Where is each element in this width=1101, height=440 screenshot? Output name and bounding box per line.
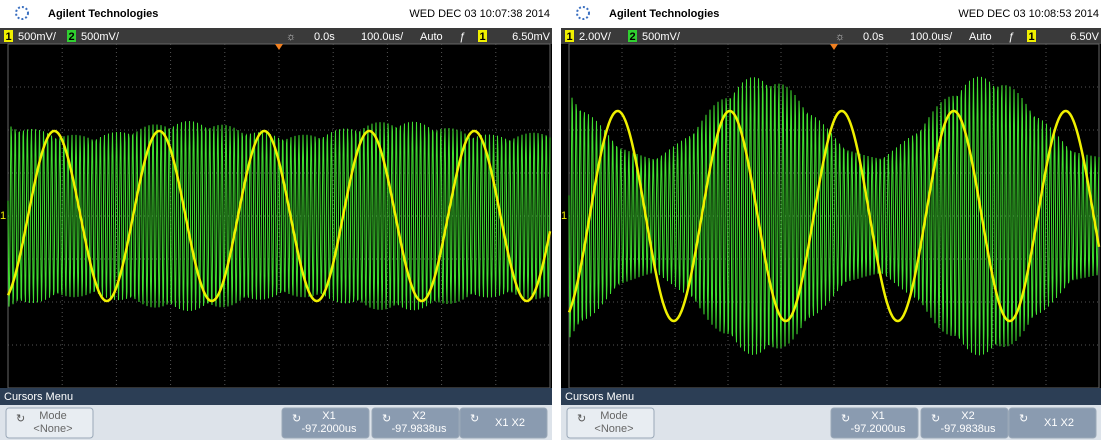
softkey-label: X2 bbox=[412, 410, 425, 422]
mode: Auto bbox=[969, 31, 992, 43]
brand: Agilent Technologies bbox=[609, 8, 719, 20]
channel-number: 1 bbox=[566, 31, 572, 43]
softkey-icon: ↻ bbox=[470, 413, 479, 425]
brand: Agilent Technologies bbox=[48, 8, 158, 20]
ground-marker: 1 bbox=[0, 210, 6, 222]
trigger-icon: ☼ bbox=[835, 31, 845, 43]
menu-title-bar bbox=[0, 388, 552, 405]
datetime: WED DEC 03 10:07:38 2014 bbox=[409, 8, 550, 20]
channel-number: 2 bbox=[629, 31, 635, 43]
softkey-icon: ↻ bbox=[931, 413, 940, 425]
trigger-level: 6.50mV bbox=[512, 31, 551, 43]
menu-title: Cursors Menu bbox=[565, 391, 634, 403]
softkey-icon: ↻ bbox=[841, 413, 850, 425]
channel-number: 1 bbox=[5, 31, 11, 43]
ch1-scale: 2.00V/ bbox=[579, 31, 612, 43]
softkey-icon: ↻ bbox=[292, 413, 301, 425]
softkey-label: X2 bbox=[961, 410, 974, 422]
trigger-level: 6.50V bbox=[1070, 31, 1099, 43]
delay: 0.0s bbox=[314, 31, 335, 43]
scope-panel: Agilent Technologies WED DEC 03 10:08:53 … bbox=[561, 0, 1101, 440]
softkey-value: <None> bbox=[33, 423, 72, 435]
softkey-label: Mode bbox=[39, 410, 67, 422]
menu-title-bar bbox=[561, 388, 1101, 405]
softkey-icon: ↻ bbox=[1019, 413, 1028, 425]
softkey-value: -97.9838us bbox=[391, 423, 447, 435]
trigger-icon: ☼ bbox=[286, 31, 296, 43]
softkey-label: X1 X2 bbox=[1044, 417, 1074, 429]
timebase: 100.0us/ bbox=[910, 31, 953, 43]
scope-screenshot: Agilent Technologies WED DEC 03 10:07:38 … bbox=[0, 0, 1101, 440]
softkey-label: X1 X2 bbox=[495, 417, 525, 429]
datetime: WED DEC 03 10:08:53 2014 bbox=[958, 8, 1099, 20]
softkey-label: Mode bbox=[600, 410, 628, 422]
softkey-label: X1 bbox=[322, 410, 335, 422]
softkey-icon: ↻ bbox=[382, 413, 391, 425]
slope: ƒ bbox=[459, 31, 465, 43]
scope-panel: Agilent Technologies WED DEC 03 10:07:38 … bbox=[0, 0, 552, 440]
softkey-label: X1 bbox=[871, 410, 884, 422]
softkey-value: <None> bbox=[594, 423, 633, 435]
menu-title: Cursors Menu bbox=[4, 391, 73, 403]
channel-number: 1 bbox=[479, 31, 485, 43]
timebase: 100.0us/ bbox=[361, 31, 404, 43]
softkey-icon: ↻ bbox=[16, 413, 25, 425]
ch2-scale: 500mV/ bbox=[81, 31, 120, 43]
channel-number: 2 bbox=[68, 31, 74, 43]
ground-marker: 1 bbox=[561, 210, 567, 222]
slope: ƒ bbox=[1008, 31, 1014, 43]
softkey-value: -97.2000us bbox=[301, 423, 357, 435]
softkey-value: -97.9838us bbox=[940, 423, 996, 435]
softkey-value: -97.2000us bbox=[850, 423, 906, 435]
mode: Auto bbox=[420, 31, 443, 43]
delay: 0.0s bbox=[863, 31, 884, 43]
ch2-scale: 500mV/ bbox=[642, 31, 681, 43]
channel-number: 1 bbox=[1028, 31, 1034, 43]
ch1-scale: 500mV/ bbox=[18, 31, 57, 43]
softkey-icon: ↻ bbox=[577, 413, 586, 425]
